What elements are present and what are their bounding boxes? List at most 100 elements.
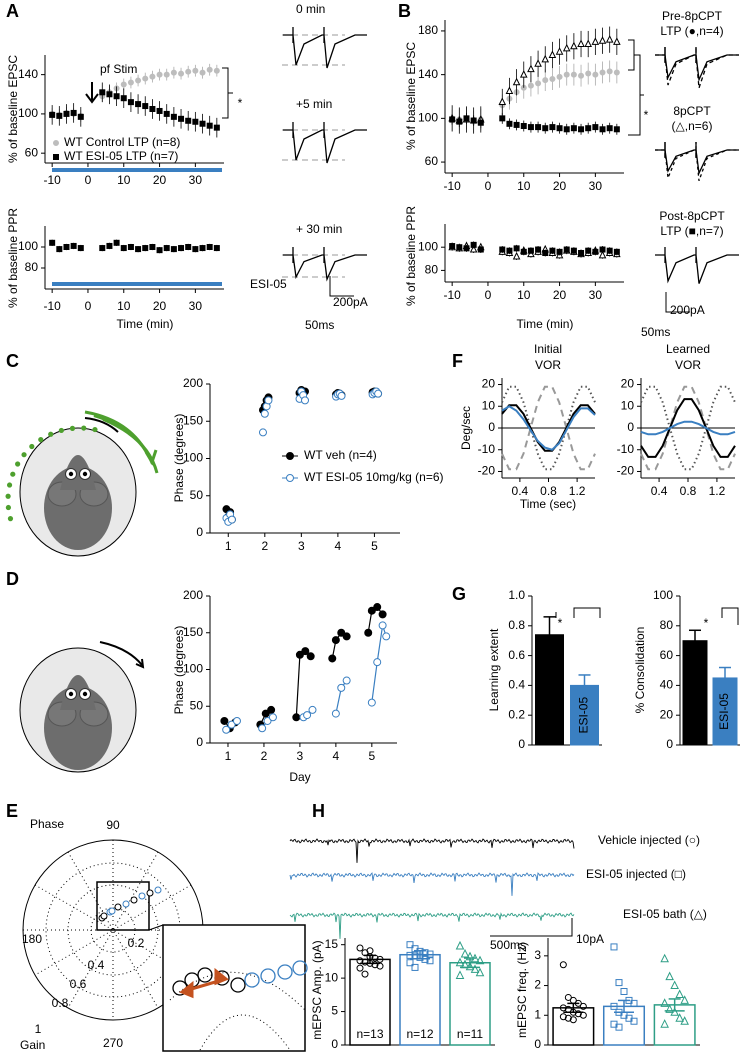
marker: [520, 248, 527, 255]
marker: [303, 711, 312, 720]
x-tick-label: 1: [225, 539, 232, 553]
marker: [70, 242, 77, 249]
y-tick-label: 0: [666, 737, 673, 751]
x-tick-label: 0.8: [680, 484, 697, 498]
marker: [470, 953, 480, 963]
marker: [373, 658, 382, 667]
rotation-arrow: [99, 641, 145, 669]
marker: [465, 961, 475, 971]
polar-point: [244, 972, 260, 988]
marker: [163, 245, 170, 252]
marker: [106, 91, 113, 98]
scale-bar: [665, 292, 690, 313]
marker: [606, 125, 613, 132]
marker: [416, 953, 424, 961]
y-tick-label: -20: [478, 464, 496, 478]
marker: [142, 103, 149, 110]
marker: [263, 716, 272, 725]
x-tick-label: -10: [43, 299, 61, 313]
x-tick-label: 30: [189, 173, 203, 187]
mepsc-trace: [289, 872, 575, 896]
marker: [660, 953, 669, 963]
rat-pupil: [68, 471, 74, 477]
marker: [149, 73, 156, 80]
y-axis-label: % of baseline EPSC: [6, 55, 20, 163]
panel-label: G: [452, 584, 466, 604]
y-axis-label: Deg/sec: [459, 406, 473, 450]
marker: [63, 244, 70, 250]
marker: [378, 621, 387, 630]
x-tick-label: -10: [43, 173, 61, 187]
marker: [455, 957, 465, 967]
x-tick-label: 0.4: [651, 484, 668, 498]
epsc-trace: [283, 247, 367, 282]
y-tick-label: 1: [534, 1007, 541, 1021]
y-axis-label: mEPSC Amp. (pA): [310, 940, 324, 1039]
x-tick-label: 0.8: [540, 484, 557, 498]
polar-gain: 0.8: [52, 996, 69, 1010]
y-tick-label: 80: [25, 260, 39, 274]
inset-label: +5 min: [296, 97, 332, 111]
marker: [206, 244, 213, 250]
x-tick-label: 1.2: [709, 484, 726, 498]
series-line: [640, 420, 736, 436]
marker: [292, 713, 301, 722]
series-line: [223, 606, 384, 730]
x-tick-label: 4: [335, 539, 342, 553]
marker: [213, 245, 220, 252]
marker: [127, 79, 134, 86]
x-axis-label: Time (min): [117, 317, 174, 331]
marker: [406, 959, 414, 967]
marker: [592, 248, 599, 255]
y-axis-label: % of baseline PPR: [6, 208, 20, 308]
marker: [574, 999, 582, 1007]
marker: [170, 113, 177, 120]
marker: [260, 409, 269, 418]
y-axis-label: Phase (degrees): [172, 626, 186, 715]
mepsc-trace: [289, 838, 575, 863]
series-line: [501, 385, 596, 471]
rat-pupil: [82, 691, 88, 697]
y-tick-label: 150: [183, 625, 203, 639]
marker: [232, 716, 241, 725]
marker: [258, 724, 267, 733]
x-tick-label: 10: [517, 179, 531, 193]
marker: [411, 952, 419, 960]
marker: [499, 115, 506, 122]
scale-label: 10pA: [576, 932, 604, 946]
marker: [675, 989, 684, 998]
inset-label: 8pCPT: [673, 104, 711, 118]
marker: [213, 124, 220, 131]
marker: [513, 245, 520, 252]
polar-point: [122, 900, 130, 908]
marker: [577, 39, 585, 48]
y-tick-label: 0: [627, 420, 634, 434]
zoom-inset: [162, 924, 306, 1052]
marker: [585, 125, 592, 132]
marker: [519, 70, 528, 78]
x-tick-label: 2: [261, 539, 268, 553]
marker: [222, 725, 231, 734]
series-line: [501, 404, 596, 452]
marker: [156, 71, 163, 78]
marker: [556, 248, 563, 255]
marker: [564, 1014, 572, 1022]
marker: [337, 628, 346, 637]
marker: [70, 109, 77, 116]
marker: [185, 244, 192, 250]
marker: [615, 1023, 623, 1031]
y-tick-label: 150: [183, 413, 203, 427]
epsc-trace: [655, 47, 739, 83]
annotation: *: [238, 96, 243, 110]
polar-point: [292, 960, 308, 976]
x-tick-label: 3: [298, 539, 305, 553]
zoom-box: [96, 881, 150, 931]
chart-title: VOR: [535, 358, 561, 372]
rotation-arrow: [84, 417, 119, 433]
rat-pupil: [82, 471, 88, 477]
marker: [301, 647, 310, 656]
marker: [337, 683, 346, 692]
y-tick-label: 0: [534, 1037, 541, 1051]
x-axis-label: Time (min): [517, 317, 574, 331]
y-axis-label: Learning extent: [487, 628, 501, 711]
